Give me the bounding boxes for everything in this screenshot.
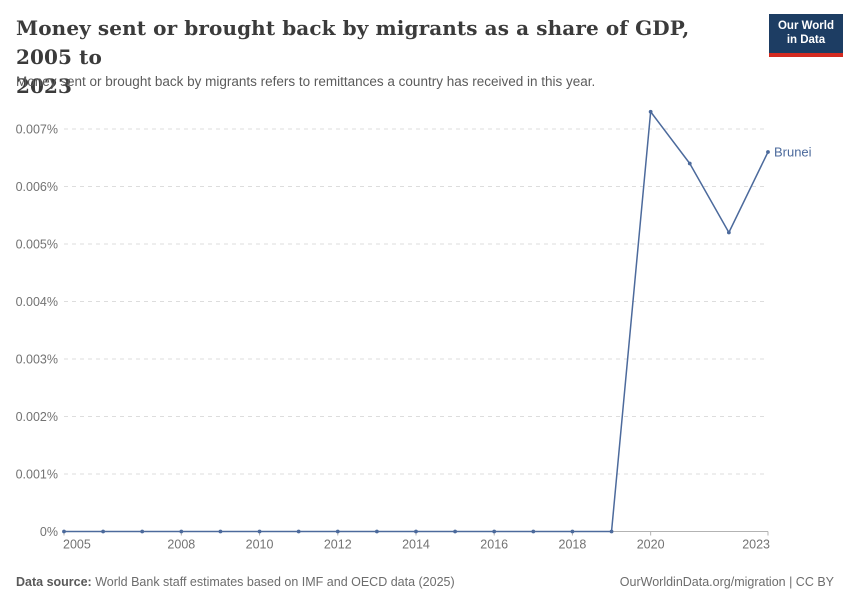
chart-footer: Data source: World Bank staff estimates …: [16, 575, 834, 589]
data-point[interactable]: [179, 529, 184, 534]
data-point[interactable]: [648, 109, 653, 114]
data-point[interactable]: [101, 529, 106, 534]
x-tick-label: 2014: [402, 538, 430, 552]
data-point[interactable]: [570, 529, 575, 534]
y-tick-label: 0.003%: [16, 353, 58, 367]
data-point[interactable]: [687, 161, 692, 166]
license-note[interactable]: OurWorldinData.org/migration | CC BY: [619, 575, 834, 589]
data-point[interactable]: [609, 529, 614, 534]
data-point[interactable]: [62, 529, 66, 534]
y-tick-label: 0.004%: [16, 295, 58, 309]
y-tick-label: 0.006%: [16, 180, 58, 194]
chart-subtitle: Money sent or brought back by migrants r…: [16, 74, 596, 89]
data-source-text: World Bank staff estimates based on IMF …: [91, 575, 455, 589]
x-tick-label: 2010: [246, 538, 274, 552]
data-point[interactable]: [453, 529, 457, 534]
x-tick-label: 2020: [637, 538, 665, 552]
owid-logo-line-1: Our World: [777, 20, 834, 32]
data-point[interactable]: [257, 529, 262, 534]
page-title: Money sent or brought back by migrants a…: [16, 14, 746, 101]
x-tick-label: 2008: [167, 538, 195, 552]
data-point[interactable]: [492, 529, 497, 534]
data-point[interactable]: [296, 529, 301, 534]
x-tick-label: 2005: [63, 538, 91, 552]
series-line-brunei[interactable]: [63, 111, 769, 533]
data-point[interactable]: [414, 529, 418, 534]
title-line-1: Money sent or brought back by migrants a…: [16, 16, 690, 69]
line-chart-canvas[interactable]: 0% 0.001% 0.002% 0.003% 0.004% 0.005% 0.006% 0.…: [0, 95, 850, 570]
data-point[interactable]: [766, 150, 770, 154]
x-tick-label: 2023: [742, 538, 770, 552]
owid-logo-line-2: in Data: [786, 33, 826, 46]
title-line-2: 2023: [16, 74, 73, 98]
data-point[interactable]: [726, 230, 731, 235]
y-tick-label: 0.007%: [16, 123, 58, 137]
data-point[interactable]: [335, 529, 340, 534]
data-source-label: Data source:: [16, 575, 92, 589]
data-point[interactable]: [140, 529, 145, 534]
y-tick-label: 0%: [40, 525, 58, 539]
x-tick-label: 2018: [559, 538, 587, 552]
data-point[interactable]: [218, 529, 223, 534]
y-tick-label: 0.001%: [16, 468, 58, 482]
data-source-note: Data source: World Bank staff estimates …: [16, 575, 455, 589]
x-tick-label: 2012: [324, 538, 352, 552]
y-tick-label: 0.005%: [16, 238, 58, 252]
data-point[interactable]: [374, 529, 379, 534]
data-point[interactable]: [531, 529, 536, 534]
entity-label[interactable]: Brunei: [774, 145, 812, 160]
owid-logo[interactable]: Our World in Data: [768, 14, 843, 57]
x-tick-label: 2016: [480, 538, 508, 552]
y-tick-label: 0.002%: [16, 410, 58, 424]
